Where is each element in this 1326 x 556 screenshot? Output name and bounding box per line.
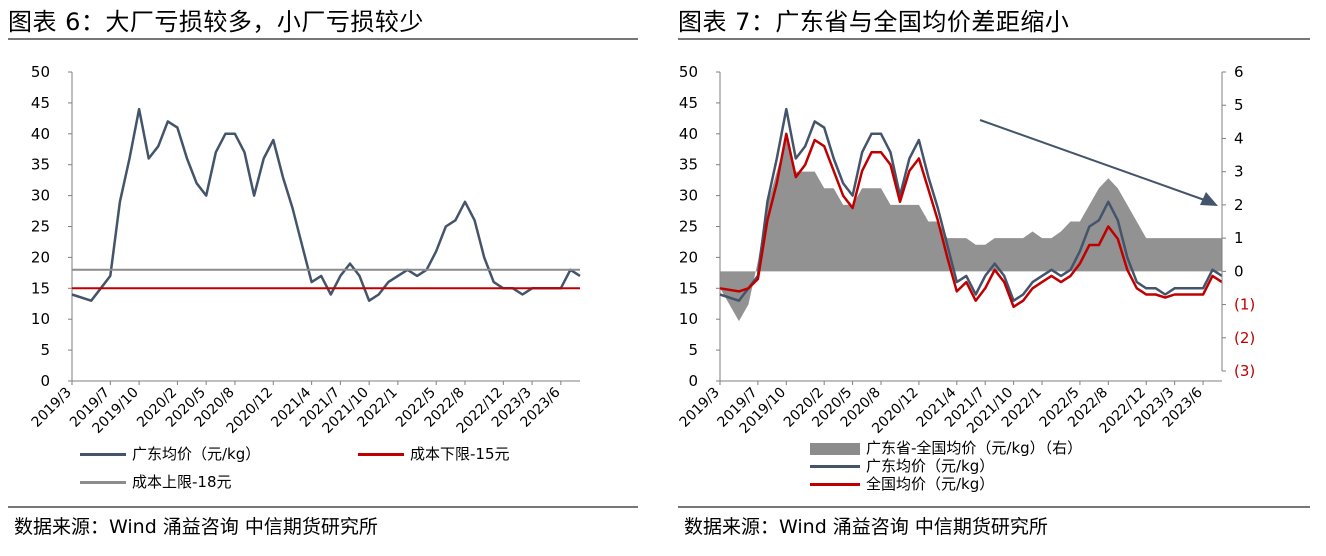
left-legend-item-cost-low: 成本下限-15元 bbox=[358, 443, 510, 464]
y-tick-label: 50 bbox=[679, 63, 698, 81]
y-tick-label: 0 bbox=[688, 372, 698, 390]
right-source: 数据来源：Wind 涌益咨询 中信期货研究所 bbox=[684, 516, 1048, 538]
legend-swatch-area bbox=[810, 442, 860, 455]
x-tick-label: 2019/3 bbox=[677, 385, 723, 431]
y-tick-label: 35 bbox=[31, 156, 50, 174]
right-chart-title: 图表 7：广东省与全国均价差距缩小 bbox=[678, 8, 1070, 36]
left-legend-item-cost-high: 成本上限-18元 bbox=[80, 471, 232, 492]
y-tick-label: 20 bbox=[679, 248, 698, 266]
x-tick-label: 2019/3 bbox=[29, 385, 75, 431]
left-title-rule bbox=[8, 38, 638, 40]
left-chart-title: 图表 6：大厂亏损较多，小厂亏损较少 bbox=[8, 8, 424, 36]
y-tick-label: 5 bbox=[688, 341, 698, 359]
legend-label: 全国均价（元/kg） bbox=[866, 475, 995, 493]
legend-label: 成本上限-18元 bbox=[132, 473, 232, 491]
left-source: 数据来源：Wind 涌益咨询 中信期货研究所 bbox=[14, 516, 378, 538]
series-line bbox=[719, 132, 1223, 309]
legend-swatch-gray bbox=[80, 481, 126, 484]
y-tick-label: 20 bbox=[31, 248, 50, 266]
y2-tick-label: (2) bbox=[1234, 329, 1255, 347]
left-panel: 图表 6：大厂亏损较多，小厂亏损较少 0 5 10 15 20 25 30 35 40 45 50 2… bbox=[0, 0, 645, 556]
y2-tick-label: (1) bbox=[1234, 296, 1255, 314]
y2-tick-label: 6 bbox=[1234, 63, 1244, 81]
y-tick-label: 35 bbox=[679, 156, 698, 174]
y-tick-label: 25 bbox=[31, 218, 50, 236]
y-tick-label: 30 bbox=[679, 187, 698, 205]
left-legend-item-guangdong: 广东均价（元/kg） bbox=[80, 443, 260, 464]
legend-label: 广东均价（元/kg） bbox=[132, 445, 261, 463]
left-chart: 051015202530354045502019/32019/72019/102… bbox=[29, 63, 581, 437]
right-title-rule bbox=[678, 38, 1310, 40]
y-tick-label: 15 bbox=[679, 279, 698, 297]
y-tick-label: 10 bbox=[679, 310, 698, 328]
legend-label: 广东省-全国均价（元/kg）（右） bbox=[866, 439, 1083, 457]
right-legend-item-national: 全国均价（元/kg） bbox=[810, 473, 994, 494]
y2-tick-label: 5 bbox=[1234, 96, 1244, 114]
trend-arrow-head-icon bbox=[1200, 192, 1218, 206]
series-line bbox=[719, 107, 1223, 302]
y-tick-label: 10 bbox=[31, 310, 50, 328]
y-tick-label: 0 bbox=[40, 372, 50, 390]
series-line bbox=[71, 107, 581, 302]
y-tick-label: 25 bbox=[679, 218, 698, 236]
legend-label: 成本下限-15元 bbox=[410, 445, 510, 463]
right-legend-item-guangdong: 广东均价（元/kg） bbox=[810, 455, 994, 476]
y-tick-label: 45 bbox=[679, 94, 698, 112]
trend-arrow-line bbox=[979, 119, 1211, 203]
y2-tick-label: 1 bbox=[1234, 229, 1244, 247]
legend-label: 广东均价（元/kg） bbox=[866, 457, 995, 475]
legend-swatch-gray-blue bbox=[80, 453, 126, 456]
right-panel: 图表 7：广东省与全国均价差距缩小 0 5 10 15 20 25 30 35 40 45 50 20… bbox=[670, 0, 1326, 556]
y-tick-label: 40 bbox=[31, 125, 50, 143]
y-tick-label: 40 bbox=[679, 125, 698, 143]
y-tick-label: 5 bbox=[40, 341, 50, 359]
left-source-rule bbox=[8, 506, 638, 508]
y-tick-label: 45 bbox=[31, 94, 50, 112]
legend-swatch-red bbox=[810, 483, 860, 486]
y-tick-label: 30 bbox=[31, 187, 50, 205]
y2-tick-label: (3) bbox=[1234, 362, 1255, 380]
legend-swatch-red bbox=[358, 453, 404, 456]
y-tick-label: 15 bbox=[31, 279, 50, 297]
y2-tick-label: 3 bbox=[1234, 163, 1244, 181]
y2-tick-label: 4 bbox=[1234, 129, 1244, 147]
right-chart: 051015202530354045502019/32019/72019/102… bbox=[677, 63, 1256, 437]
right-legend-item-diff: 广东省-全国均价（元/kg）（右） bbox=[810, 437, 1082, 458]
legend-swatch-gray-blue bbox=[810, 465, 860, 468]
y2-tick-label: 2 bbox=[1234, 196, 1244, 214]
price-diff-area bbox=[720, 138, 1222, 322]
y2-tick-label: 0 bbox=[1234, 262, 1244, 280]
y-tick-label: 50 bbox=[31, 63, 50, 81]
right-source-rule bbox=[678, 506, 1310, 508]
